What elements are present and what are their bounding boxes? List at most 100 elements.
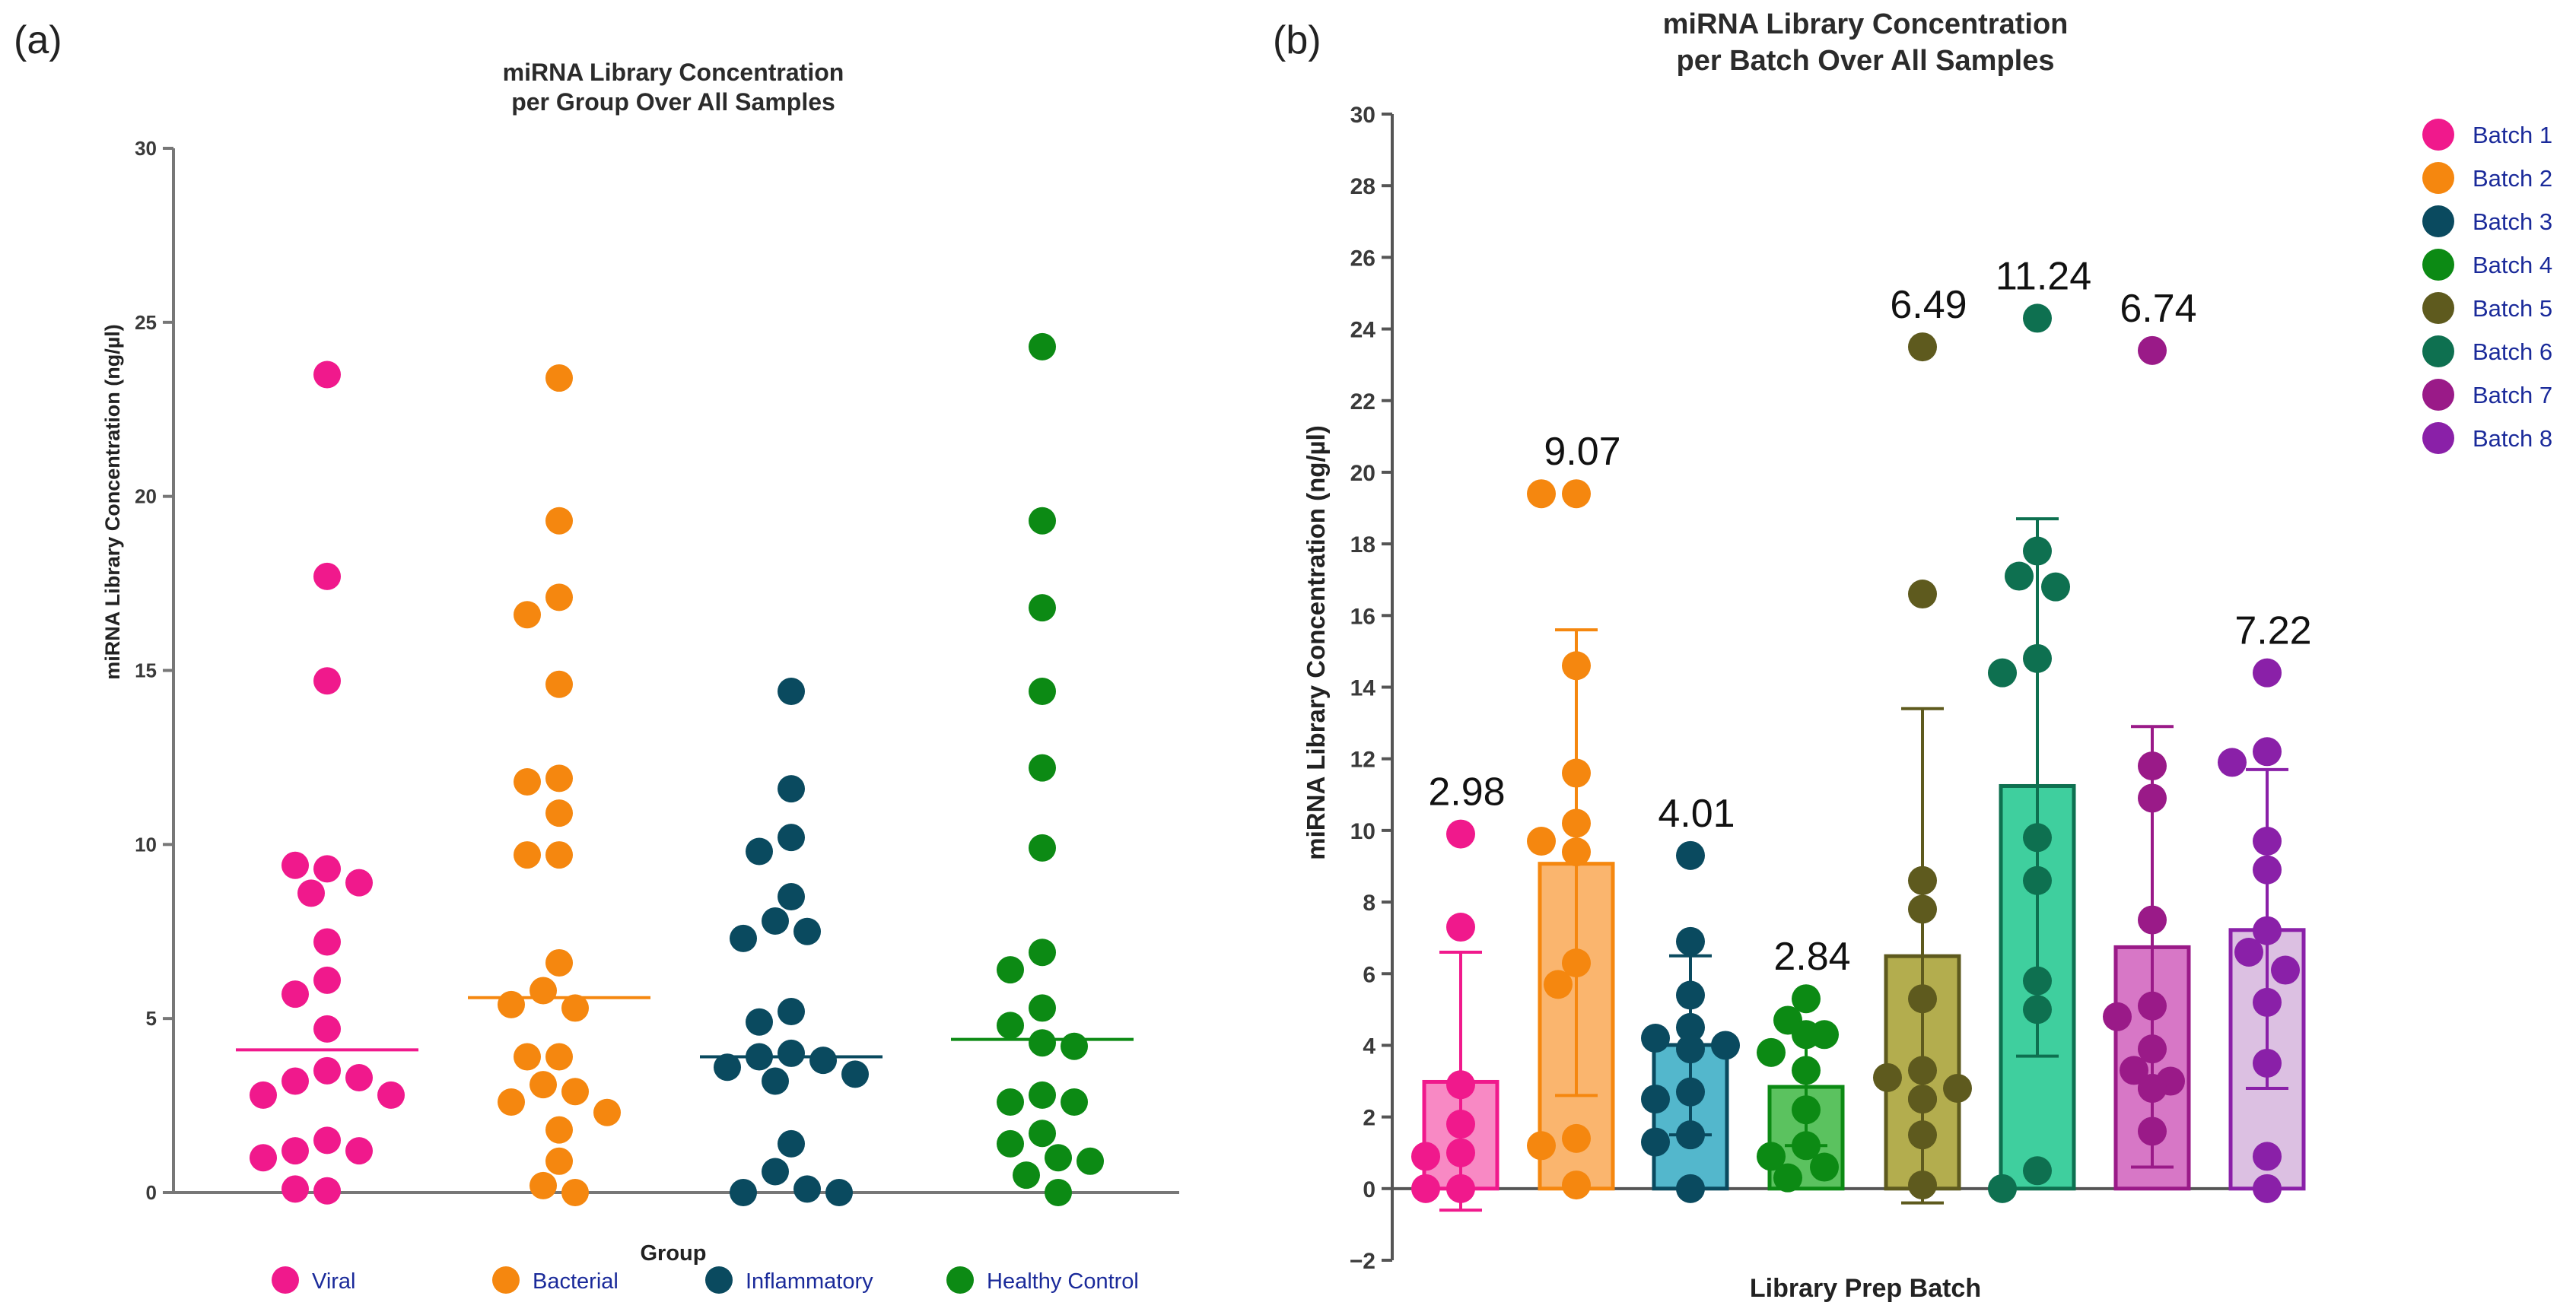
panel-a-title-line1: miRNA Library Concentration (503, 59, 844, 86)
data-point (1792, 1095, 1821, 1125)
data-point (2253, 916, 2282, 945)
data-point (778, 882, 805, 910)
data-point (2023, 643, 2052, 673)
data-point (2138, 991, 2167, 1021)
data-point (530, 1071, 557, 1099)
data-point (2253, 827, 2282, 856)
data-point (1029, 939, 1056, 967)
data-point (561, 1179, 589, 1206)
data-point (1029, 507, 1056, 535)
data-point (1641, 1127, 1670, 1157)
data-point (1446, 1070, 1475, 1100)
data-point (1641, 1024, 1670, 1053)
mean-label: 9.07 (1544, 430, 1620, 474)
data-point (1792, 1131, 1821, 1161)
data-point (313, 361, 341, 389)
y-tick-label: 8 (1363, 891, 1375, 916)
panel-b-y-axis-label: miRNA Library Concentration (ng/µl) (1302, 425, 1330, 859)
data-point (1029, 1120, 1056, 1148)
y-tick-label: 0 (1363, 1177, 1375, 1202)
data-point (545, 1147, 573, 1175)
data-point (746, 1008, 773, 1036)
legend-label: Healthy Control (987, 1269, 1139, 1294)
y-tick-label: 4 (1363, 1034, 1375, 1059)
mean-label: 7.22 (2234, 609, 2311, 653)
data-point (1527, 827, 1556, 856)
data-point (2138, 905, 2167, 935)
legend-marker (2422, 335, 2454, 367)
data-point (1943, 1073, 1972, 1103)
panel-b-label: (b) (1273, 18, 1321, 62)
data-point (1988, 1174, 2017, 1203)
mean-label: 4.01 (1658, 792, 1735, 836)
data-point (714, 1053, 741, 1082)
data-point (2138, 751, 2167, 781)
legend-marker (2422, 119, 2454, 151)
legend-label: Batch 4 (2473, 252, 2552, 278)
data-point (1029, 332, 1056, 361)
y-tick-label: 18 (1350, 532, 1375, 557)
data-point (1029, 994, 1056, 1022)
y-tick-label: 0 (146, 1181, 157, 1204)
data-point (2023, 303, 2052, 333)
data-point (561, 994, 589, 1022)
data-point (1792, 984, 1821, 1014)
data-point (345, 1063, 373, 1091)
data-point (2253, 737, 2282, 767)
y-tick-label: 24 (1350, 318, 1376, 343)
legend-marker (2422, 249, 2454, 281)
data-point (545, 364, 573, 392)
data-point (561, 1078, 589, 1106)
data-point (2234, 937, 2263, 967)
data-point (1676, 1034, 1705, 1064)
y-tick-label: 10 (135, 833, 157, 856)
data-point (1908, 894, 1937, 924)
panel-a-plot: 0 5 10 15 20 25 30 Viral Bacterial Inflammatory He… (135, 137, 1179, 1294)
y-tick-label: 30 (135, 137, 157, 160)
data-point (1792, 1020, 1821, 1050)
data-point (1029, 1029, 1056, 1057)
data-point (1908, 866, 1937, 895)
data-point (730, 924, 757, 952)
data-point (530, 977, 557, 1005)
data-point (2253, 658, 2282, 688)
data-point (2023, 995, 2052, 1024)
data-point (1676, 926, 1705, 956)
data-point (997, 1012, 1024, 1040)
data-point (514, 1043, 541, 1071)
data-point (1988, 658, 2017, 688)
y-tick-label: 14 (1350, 676, 1376, 701)
data-point (1711, 1031, 1740, 1060)
data-point (2138, 1034, 2167, 1064)
panel-a-title-line2: per Group Over All Samples (511, 88, 835, 116)
data-point (1061, 1032, 1088, 1060)
panel-b-x-axis-label: Library Prep Batch (1750, 1274, 1981, 1303)
data-point (1077, 1147, 1104, 1175)
data-point (1773, 1163, 1802, 1193)
data-point (762, 907, 789, 935)
data-point (281, 980, 309, 1008)
data-point (1013, 1161, 1040, 1190)
data-point (2253, 987, 2282, 1017)
data-point (1873, 1062, 1902, 1092)
data-point (2138, 1116, 2167, 1146)
data-point (1908, 1056, 1937, 1085)
data-point (2138, 783, 2167, 813)
data-point (2120, 1056, 2148, 1085)
data-point (2041, 572, 2070, 602)
data-point (1641, 1085, 1670, 1114)
data-point (1029, 677, 1056, 705)
data-point (1045, 1144, 1072, 1172)
data-point (1562, 808, 1591, 838)
data-point (997, 1088, 1024, 1116)
y-tick-label: −2 (1350, 1249, 1375, 1274)
data-point (530, 1171, 557, 1199)
mean-label: 11.24 (1996, 254, 2091, 298)
mean-label: 2.98 (1428, 770, 1505, 815)
data-point (498, 1088, 525, 1116)
data-point (730, 1179, 757, 1206)
panel-b-title-line2: per Batch Over All Samples (1676, 45, 2054, 77)
data-point (778, 998, 805, 1026)
data-point (2271, 955, 2300, 985)
